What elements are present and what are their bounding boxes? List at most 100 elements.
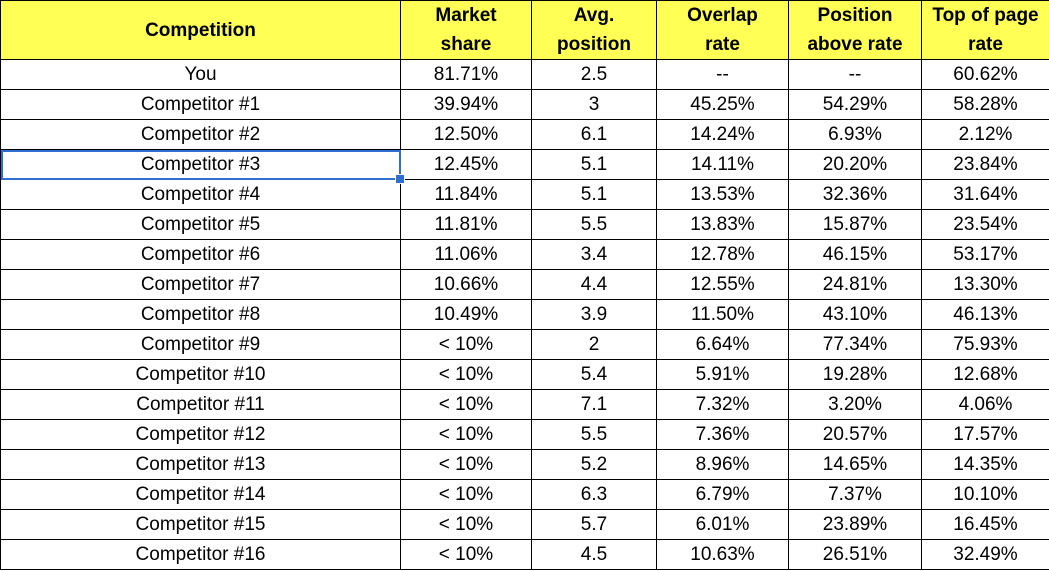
- cell-competitor[interactable]: Competitor #16: [0, 539, 401, 570]
- cell-market-share[interactable]: < 10%: [400, 449, 532, 480]
- cell-competitor[interactable]: Competitor #15: [0, 509, 401, 540]
- selected-cell[interactable]: Competitor #3: [0, 149, 405, 184]
- header-overlap-rate[interactable]: Overlap rate: [656, 0, 789, 60]
- cell-avg-position[interactable]: 5.1: [531, 179, 657, 210]
- cell-avg-position[interactable]: 5.7: [531, 509, 657, 540]
- cell-competitor[interactable]: Competitor #2: [0, 119, 401, 150]
- cell-position-above-rate[interactable]: 7.37%: [788, 479, 922, 510]
- cell-market-share[interactable]: 11.06%: [400, 239, 532, 270]
- cell-top-of-page-rate[interactable]: 2.12%: [921, 119, 1049, 150]
- fill-handle[interactable]: [395, 174, 405, 184]
- cell-avg-position[interactable]: 5.5: [531, 419, 657, 450]
- cell-position-above-rate[interactable]: 24.81%: [788, 269, 922, 300]
- cell-top-of-page-rate[interactable]: 4.06%: [921, 389, 1049, 420]
- cell-top-of-page-rate[interactable]: 14.35%: [921, 449, 1049, 480]
- cell-avg-position[interactable]: 6.3: [531, 479, 657, 510]
- cell-overlap-rate[interactable]: 11.50%: [656, 299, 789, 330]
- cell-position-above-rate[interactable]: 20.20%: [788, 149, 922, 180]
- cell-competitor[interactable]: Competitor #9: [0, 329, 401, 360]
- cell-competitor[interactable]: Competitor #6: [0, 239, 401, 270]
- cell-avg-position[interactable]: 3.9: [531, 299, 657, 330]
- cell-position-above-rate[interactable]: 20.57%: [788, 419, 922, 450]
- cell-avg-position[interactable]: 7.1: [531, 389, 657, 420]
- cell-overlap-rate[interactable]: 12.55%: [656, 269, 789, 300]
- cell-avg-position[interactable]: 5.1: [531, 149, 657, 180]
- header-market-share[interactable]: Market share: [400, 0, 532, 60]
- cell-avg-position[interactable]: 3: [531, 89, 657, 120]
- cell-avg-position[interactable]: 6.1: [531, 119, 657, 150]
- cell-overlap-rate[interactable]: 14.11%: [656, 149, 789, 180]
- cell-top-of-page-rate[interactable]: 46.13%: [921, 299, 1049, 330]
- cell-market-share[interactable]: 10.49%: [400, 299, 532, 330]
- cell-avg-position[interactable]: 2: [531, 329, 657, 360]
- header-top-of-page-rate[interactable]: Top of page rate: [921, 0, 1049, 60]
- cell-market-share[interactable]: < 10%: [400, 389, 532, 420]
- cell-market-share[interactable]: 11.84%: [400, 179, 532, 210]
- cell-top-of-page-rate[interactable]: 13.30%: [921, 269, 1049, 300]
- cell-market-share[interactable]: < 10%: [400, 329, 532, 360]
- cell-overlap-rate[interactable]: 7.36%: [656, 419, 789, 450]
- cell-competitor[interactable]: Competitor #8: [0, 299, 401, 330]
- cell-market-share[interactable]: < 10%: [400, 539, 532, 570]
- cell-competitor[interactable]: Competitor #5: [0, 209, 401, 240]
- cell-position-above-rate[interactable]: 43.10%: [788, 299, 922, 330]
- cell-market-share[interactable]: < 10%: [400, 509, 532, 540]
- cell-avg-position[interactable]: 4.5: [531, 539, 657, 570]
- cell-market-share[interactable]: < 10%: [400, 359, 532, 390]
- cell-competitor[interactable]: Competitor #11: [0, 389, 401, 420]
- cell-avg-position[interactable]: 3.4: [531, 239, 657, 270]
- cell-top-of-page-rate[interactable]: 23.54%: [921, 209, 1049, 240]
- cell-overlap-rate[interactable]: 5.91%: [656, 359, 789, 390]
- cell-top-of-page-rate[interactable]: 32.49%: [921, 539, 1049, 570]
- cell-position-above-rate[interactable]: 6.93%: [788, 119, 922, 150]
- cell-market-share[interactable]: 39.94%: [400, 89, 532, 120]
- cell-avg-position[interactable]: 5.2: [531, 449, 657, 480]
- cell-position-above-rate[interactable]: 32.36%: [788, 179, 922, 210]
- cell-position-above-rate[interactable]: 46.15%: [788, 239, 922, 270]
- cell-top-of-page-rate[interactable]: 17.57%: [921, 419, 1049, 450]
- cell-competitor[interactable]: Competitor #1: [0, 89, 401, 120]
- cell-position-above-rate[interactable]: --: [788, 59, 922, 90]
- cell-overlap-rate[interactable]: 14.24%: [656, 119, 789, 150]
- cell-top-of-page-rate[interactable]: 53.17%: [921, 239, 1049, 270]
- cell-position-above-rate[interactable]: 3.20%: [788, 389, 922, 420]
- cell-top-of-page-rate[interactable]: 16.45%: [921, 509, 1049, 540]
- cell-overlap-rate[interactable]: 13.83%: [656, 209, 789, 240]
- cell-position-above-rate[interactable]: 15.87%: [788, 209, 922, 240]
- cell-competitor[interactable]: Competitor #7: [0, 269, 401, 300]
- cell-competitor[interactable]: Competitor #14: [0, 479, 401, 510]
- cell-market-share[interactable]: 12.50%: [400, 119, 532, 150]
- cell-overlap-rate[interactable]: 12.78%: [656, 239, 789, 270]
- cell-top-of-page-rate[interactable]: 60.62%: [921, 59, 1049, 90]
- cell-top-of-page-rate[interactable]: 58.28%: [921, 89, 1049, 120]
- cell-competitor[interactable]: Competitor #10: [0, 359, 401, 390]
- cell-competitor[interactable]: Competitor #4: [0, 179, 401, 210]
- cell-market-share[interactable]: 81.71%: [400, 59, 532, 90]
- cell-avg-position[interactable]: 4.4: [531, 269, 657, 300]
- cell-overlap-rate[interactable]: 6.79%: [656, 479, 789, 510]
- header-position-above-rate[interactable]: Position above rate: [788, 0, 922, 60]
- cell-overlap-rate[interactable]: 8.96%: [656, 449, 789, 480]
- cell-competitor[interactable]: Competitor #13: [0, 449, 401, 480]
- cell-avg-position[interactable]: 5.4: [531, 359, 657, 390]
- header-avg-position[interactable]: Avg. position: [531, 0, 657, 60]
- cell-overlap-rate[interactable]: 6.01%: [656, 509, 789, 540]
- cell-market-share[interactable]: 12.45%: [400, 149, 532, 180]
- cell-position-above-rate[interactable]: 19.28%: [788, 359, 922, 390]
- cell-avg-position[interactable]: 5.5: [531, 209, 657, 240]
- cell-competitor[interactable]: Competitor #12: [0, 419, 401, 450]
- cell-market-share[interactable]: < 10%: [400, 479, 532, 510]
- cell-overlap-rate[interactable]: 6.64%: [656, 329, 789, 360]
- cell-avg-position[interactable]: 2.5: [531, 59, 657, 90]
- cell-competitor[interactable]: You: [0, 59, 401, 90]
- cell-market-share[interactable]: < 10%: [400, 419, 532, 450]
- cell-market-share[interactable]: 11.81%: [400, 209, 532, 240]
- cell-overlap-rate[interactable]: 10.63%: [656, 539, 789, 570]
- cell-position-above-rate[interactable]: 14.65%: [788, 449, 922, 480]
- cell-overlap-rate[interactable]: 45.25%: [656, 89, 789, 120]
- cell-top-of-page-rate[interactable]: 10.10%: [921, 479, 1049, 510]
- cell-market-share[interactable]: 10.66%: [400, 269, 532, 300]
- cell-overlap-rate[interactable]: 7.32%: [656, 389, 789, 420]
- cell-overlap-rate[interactable]: 13.53%: [656, 179, 789, 210]
- cell-top-of-page-rate[interactable]: 31.64%: [921, 179, 1049, 210]
